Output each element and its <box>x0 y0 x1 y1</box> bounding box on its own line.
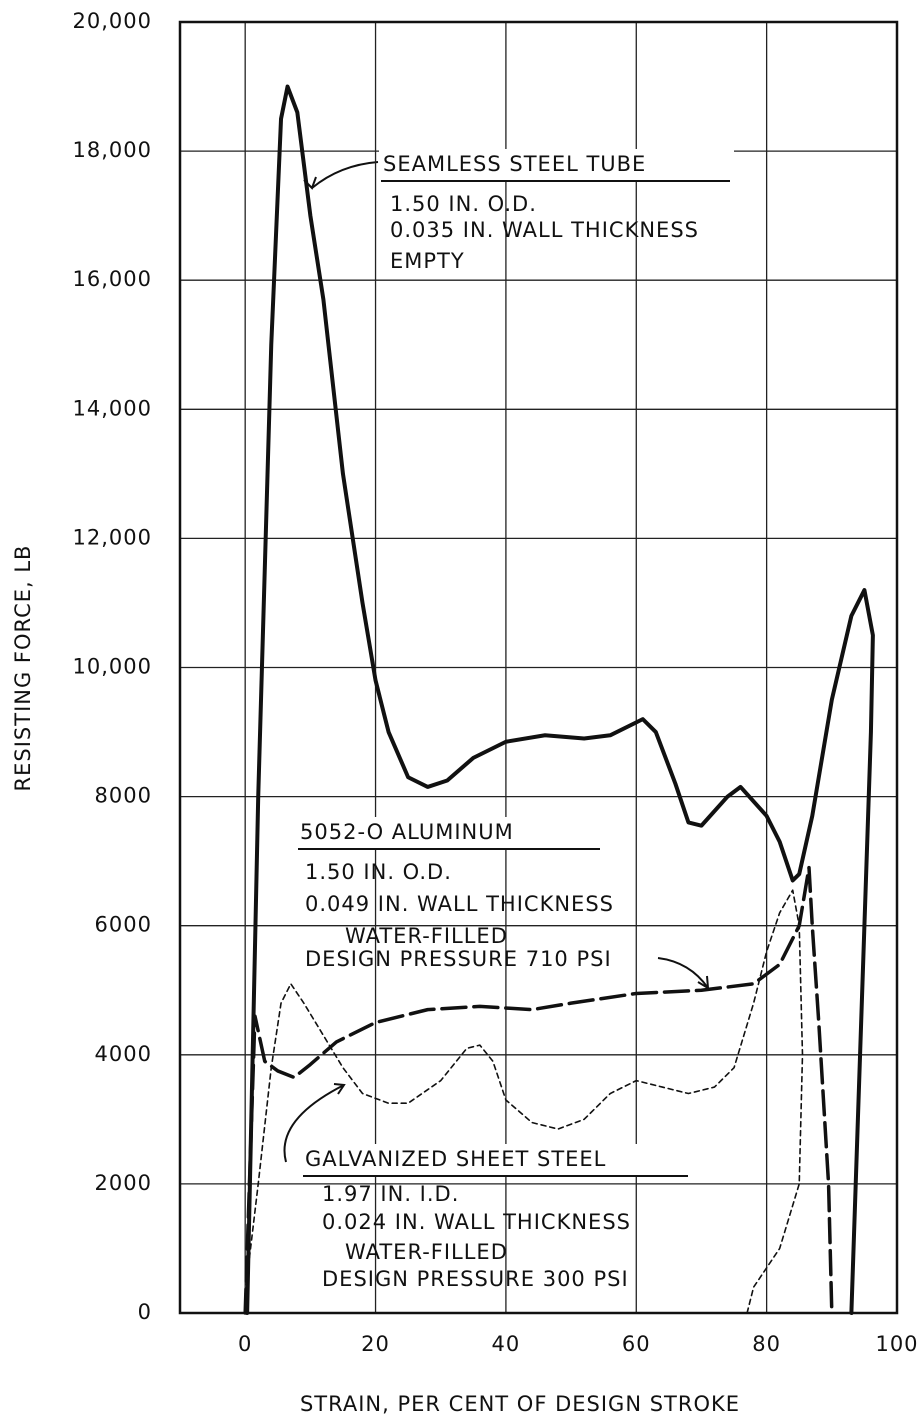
arrow <box>657 957 709 989</box>
y-tick-label: 16,000 <box>73 267 152 291</box>
y-tick-label: 8000 <box>95 784 152 808</box>
annotation: DESIGN PRESSURE 710 PSI <box>305 947 612 971</box>
annotation: 0.049 IN. WALL THICKNESS <box>305 892 614 916</box>
annotation: DESIGN PRESSURE 300 PSI <box>322 1267 629 1291</box>
series-line <box>244 889 804 1314</box>
arrowhead <box>333 1083 346 1095</box>
x-tick-label: 60 <box>622 1332 651 1356</box>
y-tick-label: 0 <box>138 1300 152 1324</box>
y-tick-label: 10,000 <box>73 655 152 679</box>
x-tick-label: 0 <box>238 1332 252 1356</box>
annotation: 1.50 IN. O.D. <box>305 860 452 884</box>
x-tick-label: 80 <box>752 1332 781 1356</box>
y-tick-label: 14,000 <box>73 396 152 420</box>
series-line <box>243 865 834 1315</box>
annotation: 1.97 IN. I.D. <box>322 1182 459 1206</box>
y-tick-label: 18,000 <box>73 138 152 162</box>
arrow <box>283 1084 345 1163</box>
y-tick-label: 4000 <box>95 1042 152 1066</box>
plot-frame <box>178 20 899 1315</box>
y-tick-label: 6000 <box>95 913 152 937</box>
x-tick-label: 20 <box>361 1332 390 1356</box>
label-bg <box>379 149 734 181</box>
series-line <box>245 84 875 1315</box>
arrow <box>311 161 379 189</box>
annotation: 0.024 IN. WALL THICKNESS <box>322 1210 631 1234</box>
x-tick-label: 40 <box>492 1332 521 1356</box>
series-label: 5052-O ALUMINUM <box>300 820 514 844</box>
label-bg <box>296 817 604 849</box>
x-tick-label: 100 <box>875 1332 917 1356</box>
x-axis-label: STRAIN, PER CENT OF DESIGN STROKE <box>300 1392 740 1416</box>
annotation: 1.50 IN. O.D. <box>390 192 537 216</box>
series-label: SEAMLESS STEEL TUBE <box>383 152 646 176</box>
y-tick-label: 12,000 <box>73 525 152 549</box>
series-label: GALVANIZED SHEET STEEL <box>305 1147 606 1171</box>
annotation: WATER-FILLED <box>345 924 508 948</box>
annotation: 0.035 IN. WALL THICKNESS <box>390 218 699 242</box>
y-tick-label: 20,000 <box>73 9 152 33</box>
annotation: WATER-FILLED <box>345 1240 508 1264</box>
y-tick-label: 2000 <box>95 1171 152 1195</box>
annotation: EMPTY <box>390 249 465 273</box>
y-axis-label: RESISTING FORCE, LB <box>11 545 35 792</box>
label-bg <box>301 1144 692 1176</box>
